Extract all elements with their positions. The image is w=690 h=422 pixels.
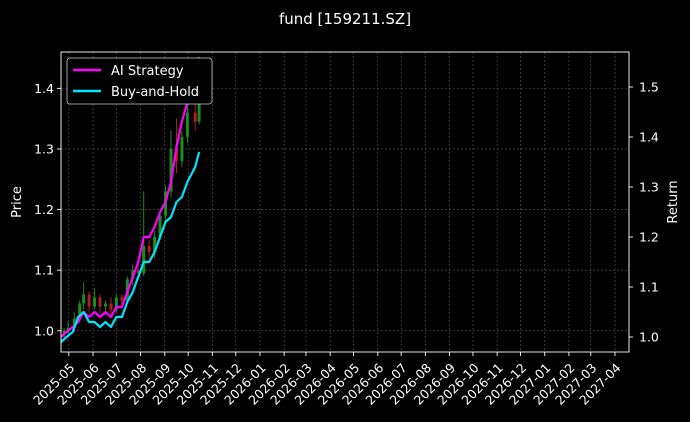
candle-body: [72, 318, 76, 328]
candle-body: [153, 236, 157, 252]
y-right-tick-label: 1.5: [639, 80, 659, 95]
y-right-tick-label: 1.4: [639, 130, 659, 145]
series-line-buy-and-hold: [60, 151, 201, 343]
plot-frame: [60, 51, 630, 353]
y-left-tick-label: 1.0: [34, 323, 54, 338]
candle-body: [158, 215, 162, 237]
candle-body: [114, 297, 118, 310]
y-left-tick-label: 1.2: [34, 202, 54, 217]
candle-body: [142, 245, 146, 274]
legend-label-buy-and-hold: Buy-and-Hold: [111, 85, 199, 100]
candle-body: [78, 303, 82, 319]
candle-body: [147, 245, 151, 252]
candle-body: [98, 297, 102, 307]
chart-title: fund [159211.SZ]: [279, 10, 411, 28]
y-axis-left-title: Price: [10, 186, 25, 218]
candle-body: [169, 148, 173, 192]
y-right-tick-label: 1.1: [639, 280, 659, 295]
candle-body: [103, 303, 107, 307]
candle-body: [66, 327, 70, 331]
candle-body: [185, 112, 189, 137]
y-left-tick-label: 1.4: [34, 81, 54, 96]
series-lines: [60, 56, 201, 343]
candle-body: [109, 303, 113, 310]
candle-body: [62, 330, 66, 334]
candle-body: [120, 297, 124, 301]
candle-body: [87, 294, 91, 307]
candle-body: [193, 112, 197, 122]
legend: AI Strategy Buy-and-Hold: [66, 57, 213, 105]
candle-body: [180, 136, 184, 162]
y-left-tick-label: 1.3: [34, 141, 54, 156]
legend-box: [66, 57, 213, 105]
y-right-tick-label: 1.2: [639, 230, 659, 245]
candle-body: [93, 297, 97, 307]
y-left-tick-label: 1.1: [34, 263, 54, 278]
y-axis-right-title: Return: [666, 180, 681, 223]
y-right-tick-label: 1.3: [639, 180, 659, 195]
y-right-tick-label: 1.0: [639, 330, 659, 345]
candle-body: [174, 148, 178, 162]
candle-body: [82, 294, 86, 304]
candle-body: [136, 270, 140, 274]
legend-label-ai-strategy: AI Strategy: [111, 64, 184, 79]
